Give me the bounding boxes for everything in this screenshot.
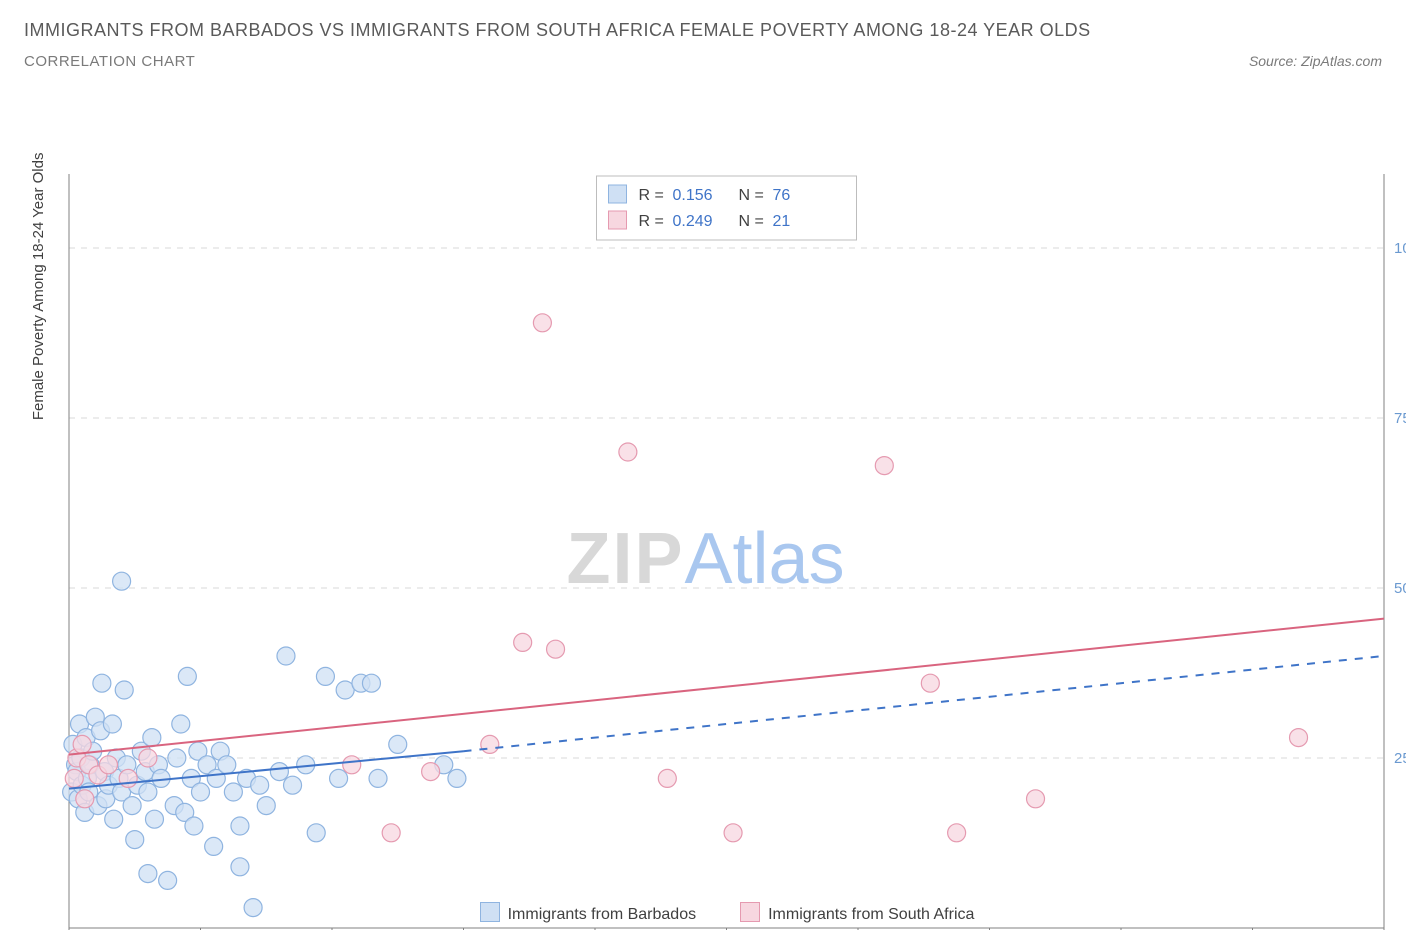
legend-swatch xyxy=(740,902,760,922)
svg-text:N =: N = xyxy=(739,187,764,204)
svg-text:R =: R = xyxy=(639,187,664,204)
plot-svg: 0.0%10.0%25.0%50.0%75.0%100.0%R =0.156N … xyxy=(24,80,1406,930)
chart-title: IMMIGRANTS FROM BARBADOS VS IMMIGRANTS F… xyxy=(24,20,1382,41)
subtitle-row: CORRELATION CHART Source: ZipAtlas.com xyxy=(24,53,1382,70)
svg-text:76: 76 xyxy=(773,187,791,204)
legend-bottom: Immigrants from Barbados Immigrants from … xyxy=(24,902,1406,924)
svg-text:50.0%: 50.0% xyxy=(1394,580,1406,597)
legend-label: Immigrants from Barbados xyxy=(508,906,697,923)
legend-item: Immigrants from Barbados xyxy=(480,906,697,923)
svg-text:0.249: 0.249 xyxy=(673,213,713,230)
svg-text:0.156: 0.156 xyxy=(673,187,713,204)
svg-text:N =: N = xyxy=(739,213,764,230)
chart-subtitle: CORRELATION CHART xyxy=(24,53,195,70)
svg-text:25.0%: 25.0% xyxy=(1394,750,1406,767)
legend-label: Immigrants from South Africa xyxy=(768,906,974,923)
svg-text:100.0%: 100.0% xyxy=(1394,240,1406,257)
scatter-plot: Female Poverty Among 18-24 Year Olds 0.0… xyxy=(24,80,1382,930)
legend-swatch xyxy=(480,902,500,922)
source-attribution: Source: ZipAtlas.com xyxy=(1249,53,1382,69)
y-axis-label: Female Poverty Among 18-24 Year Olds xyxy=(30,153,47,421)
svg-text:75.0%: 75.0% xyxy=(1394,410,1406,427)
legend-item: Immigrants from South Africa xyxy=(740,906,974,923)
svg-text:21: 21 xyxy=(773,213,791,230)
svg-text:R =: R = xyxy=(639,213,664,230)
